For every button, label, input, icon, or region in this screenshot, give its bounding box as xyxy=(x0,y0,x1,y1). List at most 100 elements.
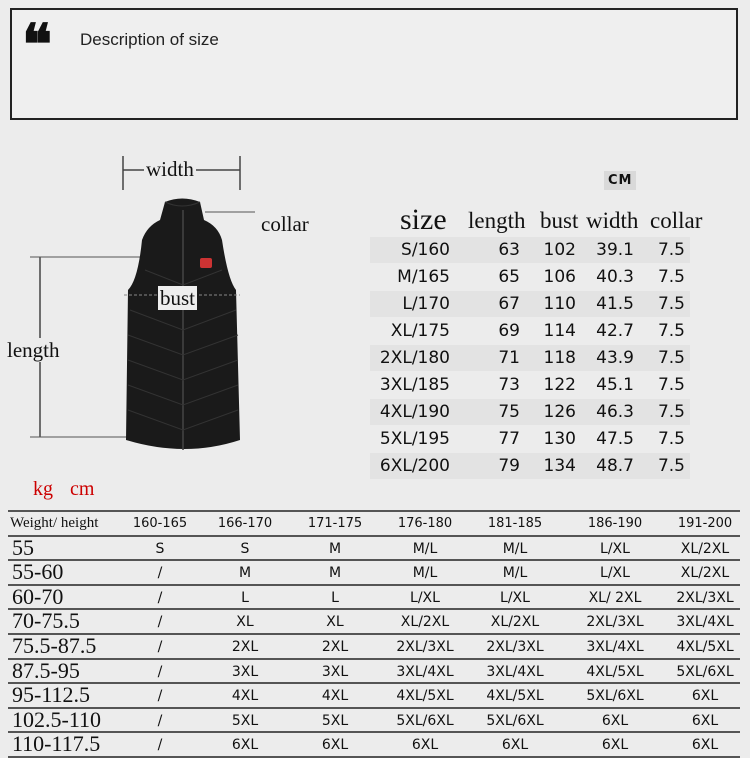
table-divider xyxy=(8,633,740,635)
table-divider xyxy=(8,682,740,685)
fit-cell: 95-112.5 xyxy=(12,682,91,708)
size-cell: 73 xyxy=(498,375,520,395)
size-cell: M/165 xyxy=(397,267,450,287)
fit-cell: 4XL/5XL xyxy=(486,688,544,705)
fit-cell: L/XL xyxy=(600,565,630,582)
length-label: length xyxy=(5,338,62,362)
size-row: 3XL/185 73 122 45.1 7.5 xyxy=(370,372,690,398)
size-cell: 48.7 xyxy=(596,456,634,476)
size-cell: 4XL/190 xyxy=(379,402,450,422)
fit-cell: 5XL xyxy=(321,712,349,729)
fit-cell: 6XL xyxy=(691,688,719,705)
fit-cell: XL/2XL xyxy=(490,614,540,631)
quote-mark-icon: ❝ xyxy=(22,16,53,76)
size-cell: 7.5 xyxy=(657,456,685,476)
fit-cell: 6XL xyxy=(231,737,259,754)
size-cell: 39.1 xyxy=(596,240,634,260)
size-cell: 6XL/200 xyxy=(379,456,450,476)
size-cell: 3XL/185 xyxy=(379,375,450,395)
size-cell: 7.5 xyxy=(657,402,685,422)
fit-cell: 3XL/4XL xyxy=(396,663,454,680)
fit-cell: M/L xyxy=(502,540,528,557)
col-collar: collar xyxy=(650,208,703,233)
size-cell: 69 xyxy=(498,321,520,341)
size-cell: 134 xyxy=(543,456,576,476)
fit-cell: 6XL xyxy=(691,737,719,754)
fit-cell: / xyxy=(157,639,163,655)
fit-cell: XL xyxy=(326,614,344,631)
fit-cell: 3XL xyxy=(231,663,259,680)
size-cell: 45.1 xyxy=(596,375,634,395)
size-cell: 63 xyxy=(498,240,520,260)
width-label: width xyxy=(144,157,196,181)
size-cell: 77 xyxy=(498,429,520,449)
size-cell: 7.5 xyxy=(657,375,685,395)
fit-cell: 55 xyxy=(12,534,34,560)
size-cell: XL/175 xyxy=(390,321,450,341)
size-cell: 7.5 xyxy=(657,321,685,341)
fit-cell: 2XL xyxy=(321,639,349,655)
fit-cell: 2XL/3XL xyxy=(586,614,644,631)
fit-row: 70-75.5 / XL XL XL/2XL XL/2XL 2XL/3XL 3XL/4XL xyxy=(0,609,750,633)
size-cell: 126 xyxy=(543,402,576,422)
fit-cell: 3XL/4XL xyxy=(676,614,734,631)
fit-cell: / xyxy=(157,737,163,754)
table-divider xyxy=(8,583,740,586)
fit-header-cell: 176-180 xyxy=(397,516,453,531)
fit-cell: 6XL xyxy=(601,737,629,754)
fit-cell: XL/2XL xyxy=(680,540,730,557)
table-divider xyxy=(8,657,740,660)
fit-cell: 2XL/3XL xyxy=(396,639,454,655)
table-divider xyxy=(8,706,740,709)
fit-cell: L xyxy=(241,589,249,606)
col-width: width xyxy=(586,208,639,233)
fit-row: 87.5-95 / 3XL 3XL 3XL/4XL 3XL/4XL 4XL/5XL 5XL/6… xyxy=(0,659,750,683)
fit-cell: 6XL xyxy=(501,737,529,754)
fit-cell: 5XL/6XL xyxy=(676,663,734,680)
fit-cell: 6XL xyxy=(691,712,719,729)
fit-header-cell: Weight/ height xyxy=(10,515,99,531)
fit-cell: 4XL/5XL xyxy=(586,663,644,680)
fit-cell: 4XL/5XL xyxy=(396,688,454,705)
size-row: S/160 63 102 39.1 7.5 xyxy=(370,237,690,263)
collar-label: collar xyxy=(259,212,311,236)
table-divider xyxy=(8,731,740,734)
size-row: L/170 67 110 41.5 7.5 xyxy=(370,291,690,317)
size-cell: 40.3 xyxy=(596,267,634,287)
size-cell: 75 xyxy=(498,402,520,422)
table-divider xyxy=(8,559,740,562)
size-cell: 7.5 xyxy=(657,429,685,449)
fit-header-cell: 171-175 xyxy=(307,516,363,531)
size-cell: 110 xyxy=(543,294,576,314)
col-length: length xyxy=(468,208,526,233)
fit-cell: 5XL/6XL xyxy=(396,712,454,729)
size-cell: 71 xyxy=(498,348,520,368)
size-cell: 79 xyxy=(498,456,520,476)
vest-diagram xyxy=(30,156,255,450)
size-row: 5XL/195 77 130 47.5 7.5 xyxy=(370,426,690,452)
size-cell: 122 xyxy=(543,375,576,395)
fit-row: 110-117.5 / 6XL 6XL 6XL 6XL 6XL 6XL xyxy=(0,732,750,756)
fit-cell: L xyxy=(331,589,339,606)
fit-cell: 6XL xyxy=(601,712,629,729)
col-size: size xyxy=(400,203,447,236)
size-row: 6XL/200 79 134 48.7 7.5 xyxy=(370,453,690,479)
table-divider xyxy=(8,608,740,611)
size-cell: 118 xyxy=(543,348,576,368)
fit-row: 55 S S M M/L M/L L/XL XL/2XL xyxy=(0,536,750,560)
size-row: 2XL/180 71 118 43.9 7.5 xyxy=(370,345,690,371)
fit-cell: 3XL/4XL xyxy=(486,663,544,680)
size-cell: 42.7 xyxy=(596,321,634,341)
fit-cell: 4XL xyxy=(231,688,259,705)
fit-row: 75.5-87.5 / 2XL 2XL 2XL/3XL 2XL/3XL 3XL/4XL 4XL… xyxy=(0,634,750,658)
fit-cell: XL/2XL xyxy=(400,614,450,631)
fit-cell: / xyxy=(157,663,163,680)
fit-cell: L/XL xyxy=(410,589,440,606)
vest-image xyxy=(126,198,240,450)
fit-cell: 70-75.5 xyxy=(12,608,80,634)
fit-cell: XL xyxy=(236,614,254,631)
fit-header-cell: 191-200 xyxy=(677,516,733,531)
fit-cell: L/XL xyxy=(600,540,630,557)
fit-row: 102.5-110 / 5XL 5XL 5XL/6XL 5XL/6XL 6XL 6XL xyxy=(0,708,750,732)
fit-cell: 102.5-110 xyxy=(12,706,102,732)
